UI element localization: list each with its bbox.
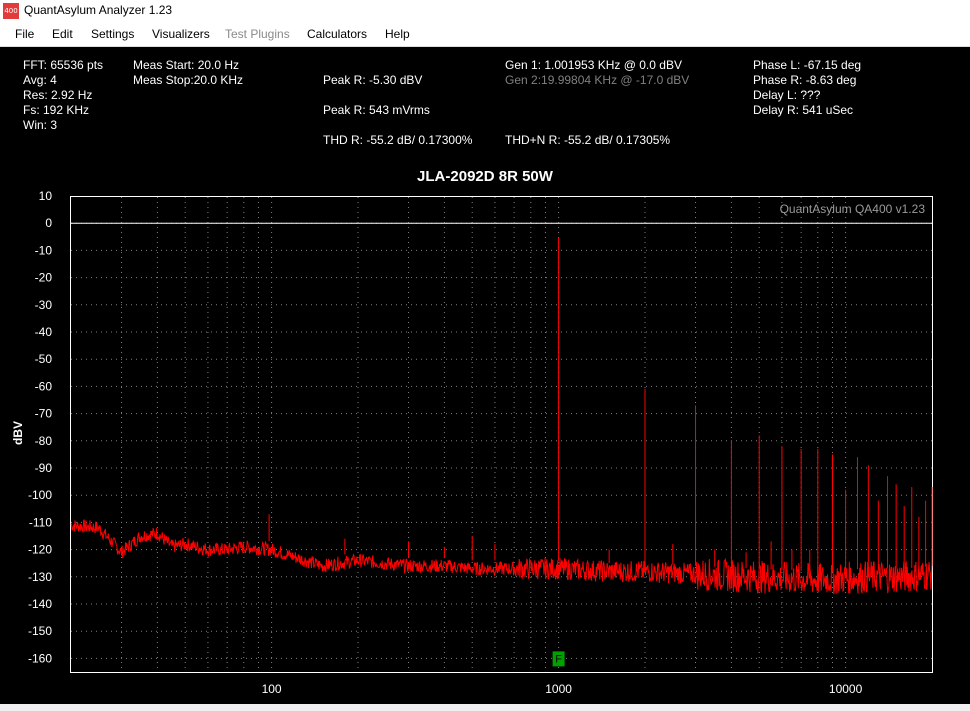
y-tick-label: -140 (28, 597, 52, 611)
y-tick-label: -20 (35, 271, 53, 285)
menu-visualizers[interactable]: Visualizers (152, 27, 210, 41)
grid-lines (71, 197, 932, 672)
res-readout: Res: 2.92 Hz (23, 88, 93, 102)
y-tick-label: -110 (29, 515, 52, 529)
y-tick-label: -100 (28, 488, 52, 502)
marker-label: F (555, 653, 562, 665)
frequency-marker[interactable]: F (552, 651, 565, 667)
y-tick-label: -10 (35, 243, 53, 257)
y-tick-label: -120 (28, 543, 52, 557)
peak-r-dbv-readout: Peak R: -5.30 dBV (323, 73, 423, 87)
fs-readout: Fs: 192 KHz (23, 103, 90, 117)
meas-stop-readout: Meas Stop:20.0 KHz (133, 73, 244, 87)
y-tick-label: -130 (28, 570, 52, 584)
win-readout: Win: 3 (23, 118, 58, 132)
x-tick-label: 1000 (545, 682, 572, 696)
y-tick-label: -90 (35, 461, 53, 475)
thdn-r-readout: THD+N R: -55.2 dB/ 0.17305% (505, 133, 671, 147)
y-tick-labels: 10 0 -10 -20 -30 -40 -50 -60 -70 -80 -90 -100 -110 -1… (28, 189, 52, 665)
status-strip (0, 704, 970, 711)
chart-title: JLA-2092D 8R 50W (417, 168, 553, 185)
x-tick-labels: 100 1000 10000 (262, 682, 863, 696)
delay-r-readout: Delay R: 541 uSec (753, 103, 854, 117)
thd-r-readout: THD R: -55.2 dB/ 0.17300% (323, 133, 473, 147)
delay-l-readout: Delay L: ??? (753, 88, 821, 102)
marker-box[interactable] (552, 651, 565, 667)
phase-l-readout: Phase L: -67.15 deg (753, 58, 862, 72)
harmonic-peaks (268, 237, 933, 572)
x-tick-label: 100 (262, 682, 282, 696)
series-r-trace (70, 519, 933, 595)
watermark: QuantAsylum QA400 v1.23 (780, 202, 926, 216)
y-tick-label: -70 (35, 407, 53, 421)
y-tick-label: -30 (35, 298, 53, 312)
plot-frame (70, 196, 933, 673)
menu-edit[interactable]: Edit (52, 27, 73, 41)
y-tick-label: 0 (45, 216, 52, 230)
y-tick-label: -160 (28, 651, 52, 665)
title-bar: 400 QuantAsylum Analyzer 1.23 (0, 0, 970, 22)
y-tick-label: -40 (35, 325, 53, 339)
y-tick-label: -60 (35, 379, 53, 393)
menu-test-plugins[interactable]: Test Plugins (225, 27, 290, 41)
menu-bar: File Edit Settings Visualizers Test Plug… (0, 22, 970, 47)
menu-help[interactable]: Help (385, 27, 410, 41)
meas-start-readout: Meas Start: 20.0 Hz (133, 58, 240, 72)
menu-file[interactable]: File (15, 27, 35, 41)
y-tick-label: -80 (35, 434, 53, 448)
menu-settings[interactable]: Settings (91, 27, 135, 41)
menu-calculators[interactable]: Calculators (307, 27, 368, 41)
y-tick-label: -50 (35, 352, 53, 366)
window-title: QuantAsylum Analyzer 1.23 (24, 3, 173, 17)
gen2-readout: Gen 2:19.99804 KHz @ -17.0 dBV (505, 73, 690, 87)
y-axis-label: dBV (11, 421, 25, 445)
y-tick-label: 10 (39, 189, 53, 203)
x-tick-label: 10000 (829, 682, 863, 696)
y-tick-label: -150 (28, 624, 52, 638)
peak-r-vrms-readout: Peak R: 543 mVrms (323, 103, 430, 117)
avg-readout: Avg: 4 (23, 73, 57, 87)
qa400-app-icon[interactable]: 400 (3, 3, 19, 19)
phase-r-readout: Phase R: -8.63 deg (753, 73, 857, 87)
fft-readout: FFT: 65536 pts (23, 58, 104, 72)
gen1-readout: Gen 1: 1.001953 KHz @ 0.0 dBV (505, 58, 682, 72)
